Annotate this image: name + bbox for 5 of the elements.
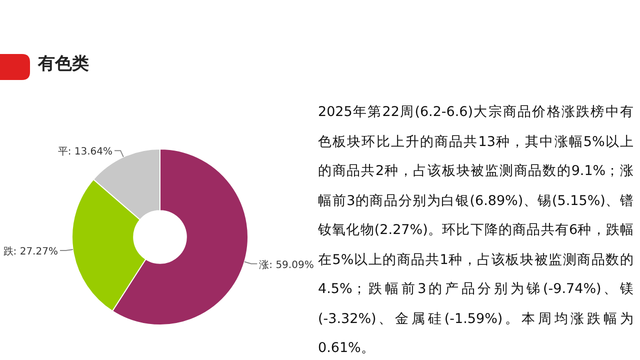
chart-title: 有色类: [38, 53, 89, 75]
slice-label: 跌: 27.27%: [3, 246, 58, 258]
slice-label: 涨: 59.09%: [259, 258, 314, 271]
slice-label: 平: 13.64%: [58, 146, 113, 158]
text: 2025年第22周(6.2-6.6)大宗商品价格涨跌榜中有色板块环比上升的商品共13种，其中涨幅5%以上的商品共2种，占该板块被监测商品数的9.1%；涨幅前3的商品分别为白银(6.89%)、锡(5.15%)、镨钕氧化物(2.27%)。环比下降的商品共有6种，跌幅在5%以上的商品共1种，占该板块被监测商品数的4.5%；跌幅前3的产品分别为锑(-9.74%)、镁(-3.32%)、金属硅(-1.59%)。本周均涨跌幅为0.61%。: [318, 104, 634, 356]
